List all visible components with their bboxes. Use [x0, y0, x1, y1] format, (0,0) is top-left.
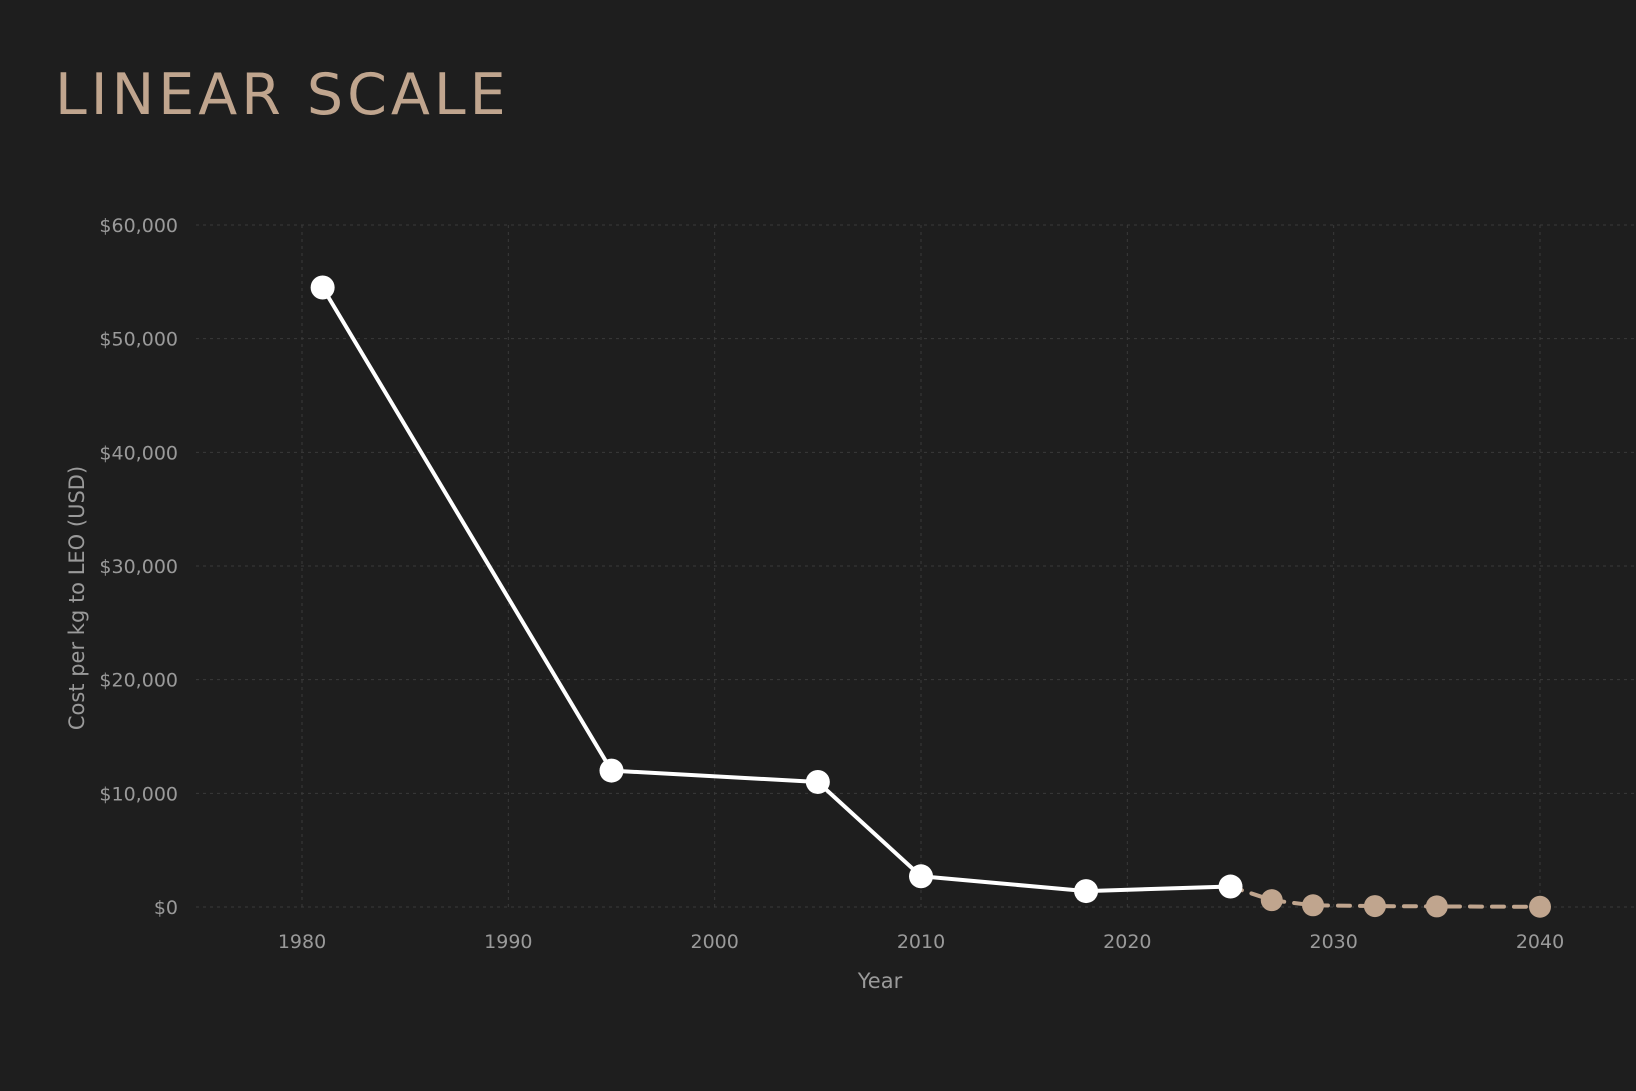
projected-data-point	[1425, 895, 1448, 918]
y-tick-label: $10,000	[99, 783, 178, 805]
x-axis-ticks: 1980 1990 2000 2010 2020 2030 2040	[278, 931, 1564, 953]
grid	[196, 224, 1636, 908]
x-tick-label: 2010	[897, 931, 945, 953]
x-tick-label: 2000	[690, 931, 738, 953]
chart-title: LINEAR SCALE	[55, 62, 510, 128]
projected-series-line	[1228, 884, 1542, 909]
x-tick-label: 2020	[1103, 931, 1151, 953]
historical-data-point	[1218, 874, 1243, 899]
projected-data-point	[1529, 895, 1551, 918]
x-tick-label: 1980	[278, 931, 326, 953]
x-tick-label: 1990	[484, 931, 532, 953]
y-axis-ticks: $0 $10,000 $20,000 $30,000 $40,000 $50,000 $60…	[99, 215, 178, 919]
series-layer	[320, 285, 1542, 909]
x-axis-label: Year	[857, 969, 903, 993]
historical-data-point	[599, 758, 624, 783]
y-tick-label: $40,000	[99, 442, 178, 464]
y-tick-label: $30,000	[99, 556, 178, 578]
y-tick-label: $50,000	[99, 329, 178, 351]
historical-series-line	[320, 285, 1233, 894]
historical-data-point	[909, 864, 933, 889]
y-axis-label: Cost per kg to LEO (USD)	[65, 466, 89, 730]
y-tick-label: $0	[154, 897, 178, 919]
projected-data-point	[1260, 889, 1283, 912]
points-layer	[310, 275, 1551, 918]
historical-data-point	[310, 275, 335, 300]
y-tick-label: $20,000	[99, 670, 178, 692]
projected-data-point	[1302, 894, 1325, 917]
projected-data-point	[1363, 895, 1386, 918]
y-tick-label: $60,000	[99, 215, 178, 237]
historical-data-point	[1074, 879, 1099, 904]
historical-data-point	[805, 769, 830, 794]
x-tick-label: 2040	[1516, 931, 1564, 953]
x-tick-label: 2030	[1309, 931, 1357, 953]
